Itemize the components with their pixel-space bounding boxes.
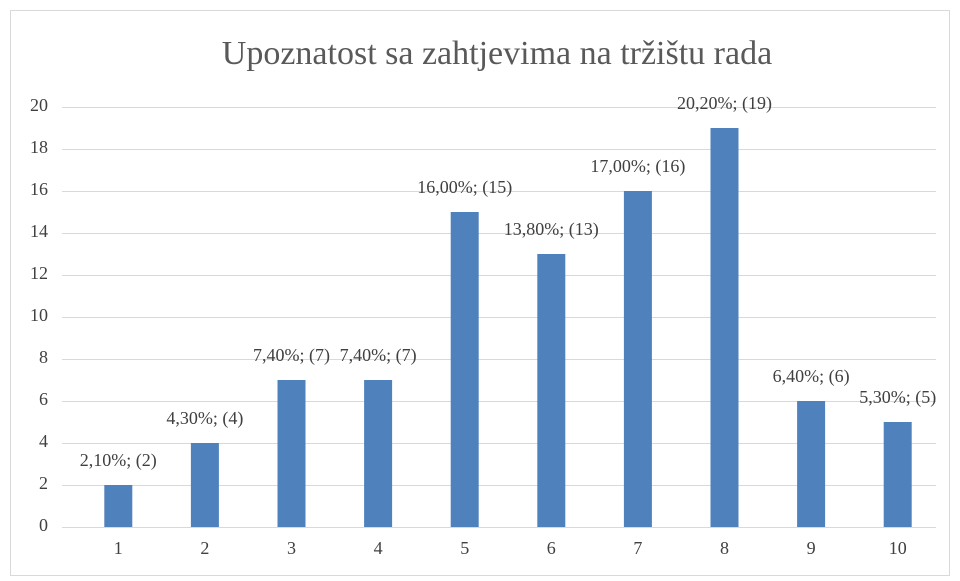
y-tick-label: 8 [39,347,48,367]
data-label: 4,30%; (4) [166,408,243,429]
bar [537,254,566,527]
x-tick-label: 10 [889,538,907,558]
y-tick-label: 12 [30,263,48,283]
y-tick-label: 2 [39,473,48,493]
data-label: 13,80%; (13) [504,219,599,240]
y-tick-label: 20 [30,95,48,115]
bar [797,401,826,527]
y-tick-label: 14 [30,221,48,241]
x-tick-label: 1 [114,538,123,558]
x-tick-label: 2 [200,538,209,558]
y-tick-label: 4 [39,431,48,451]
y-tick-label: 10 [30,305,48,325]
x-tick-label: 7 [633,538,642,558]
bar [277,380,306,527]
bar [623,191,652,527]
x-tick-label: 6 [547,538,556,558]
data-label: 16,00%; (15) [417,177,512,198]
data-label: 17,00%; (16) [590,156,685,177]
x-tick-label: 3 [287,538,296,558]
bar [104,485,133,527]
y-tick-label: 6 [39,389,48,409]
bar [364,380,393,527]
data-label: 7,40%; (7) [340,345,417,366]
data-label: 7,40%; (7) [253,345,330,366]
bar [450,212,479,527]
y-tick-label: 16 [30,179,48,199]
data-label: 5,30%; (5) [859,387,936,408]
bar [190,443,219,527]
x-tick-label: 8 [720,538,729,558]
bar [710,128,739,527]
bar [883,422,912,527]
chart-title: Upoznatost sa zahtjevima na tržištu rada [222,35,772,72]
data-label: 2,10%; (2) [80,450,157,471]
x-tick-label: 4 [374,538,383,558]
y-tick-label: 0 [39,515,48,535]
y-tick-label: 18 [30,137,48,157]
data-label: 20,20%; (19) [677,93,772,114]
chart-frame [10,10,950,576]
x-tick-label: 5 [460,538,469,558]
data-label: 6,40%; (6) [773,366,850,387]
x-tick-label: 9 [807,538,816,558]
